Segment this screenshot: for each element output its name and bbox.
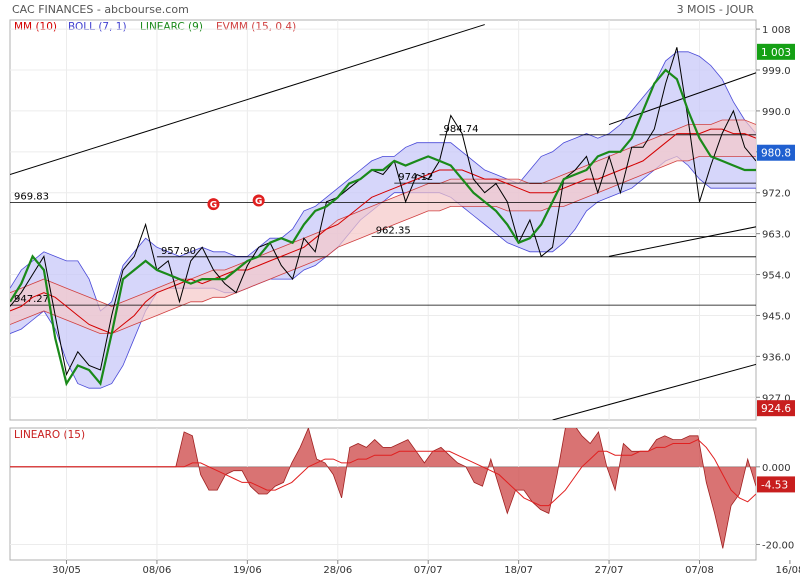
- chart-title: CAC FINANCES - abcbourse.com: [12, 3, 189, 16]
- y-tick-label: 972.0: [762, 189, 791, 200]
- y-tick-label: 990.0: [762, 107, 791, 118]
- price-line: [10, 47, 756, 377]
- linearc-line: [10, 68, 756, 387]
- osc-badge-label: -4.53: [761, 479, 788, 491]
- price-badge: [757, 144, 795, 161]
- y-tick-label: 963.0: [762, 230, 791, 241]
- legend-mm: MM (10): [14, 21, 57, 33]
- oscillator-area: [10, 428, 756, 549]
- mm-line: [10, 128, 756, 335]
- bollinger-upper-line: [10, 51, 756, 312]
- y-tick-label: 999.0: [762, 66, 791, 77]
- price-badge: [757, 43, 795, 60]
- signal-label: G: [210, 201, 217, 211]
- y-tick-label: 927.0: [762, 393, 791, 404]
- level-label: 957.90: [161, 246, 196, 257]
- price-badge-label: 980.8: [761, 148, 791, 160]
- level-label: 962.35: [376, 226, 411, 237]
- signal-marker: [252, 194, 265, 207]
- trendline: [608, 226, 756, 257]
- x-tick-label: 19/06: [233, 565, 262, 576]
- x-tick-label: 18/07: [504, 565, 533, 576]
- trendline: [10, 24, 485, 176]
- osc-y-tick-label: 0.000: [762, 463, 791, 474]
- x-tick-label: 08/06: [143, 565, 172, 576]
- legend-evmm: EVMM (15, 0.4): [216, 21, 296, 33]
- osc-badge: [757, 476, 795, 493]
- evmm-lower-line: [10, 156, 756, 334]
- oscillator-title: LINEARO (15): [14, 429, 85, 441]
- trendline: [608, 72, 756, 126]
- signal-marker: [207, 198, 220, 211]
- legend-linearc: LINEARC (9): [140, 21, 203, 33]
- level-label: 947.27: [14, 294, 49, 305]
- price-badge-label: 1 003: [761, 47, 791, 59]
- price-badge: [757, 400, 795, 417]
- y-tick-label: 954.0: [762, 271, 791, 282]
- y-tick-label: 936.0: [762, 352, 791, 363]
- x-tick-label: 28/06: [323, 565, 352, 576]
- legend-boll: BOLL (7, 1): [68, 21, 127, 33]
- signal-label: G: [255, 197, 262, 207]
- y-tick-label: 945.0: [762, 311, 791, 322]
- price-badge-label: 924.6: [761, 403, 791, 415]
- level-label: 969.83: [14, 192, 49, 203]
- x-tick-label: 07/07: [414, 565, 443, 576]
- x-tick-label: 27/07: [595, 565, 624, 576]
- x-tick-label: 07/08: [685, 565, 714, 576]
- trendline: [552, 363, 756, 420]
- osc-y-tick-label: -20.00: [762, 540, 794, 551]
- oscillator-signal-line: [10, 439, 756, 507]
- bollinger-band-fill: [10, 51, 756, 389]
- x-tick-label: 16/08: [775, 565, 800, 576]
- x-tick-label: 30/05: [52, 565, 81, 576]
- y-tick-label: 1 008: [762, 25, 791, 36]
- period-label: 3 MOIS - JOUR: [677, 3, 755, 16]
- level-label: 984.74: [444, 124, 479, 135]
